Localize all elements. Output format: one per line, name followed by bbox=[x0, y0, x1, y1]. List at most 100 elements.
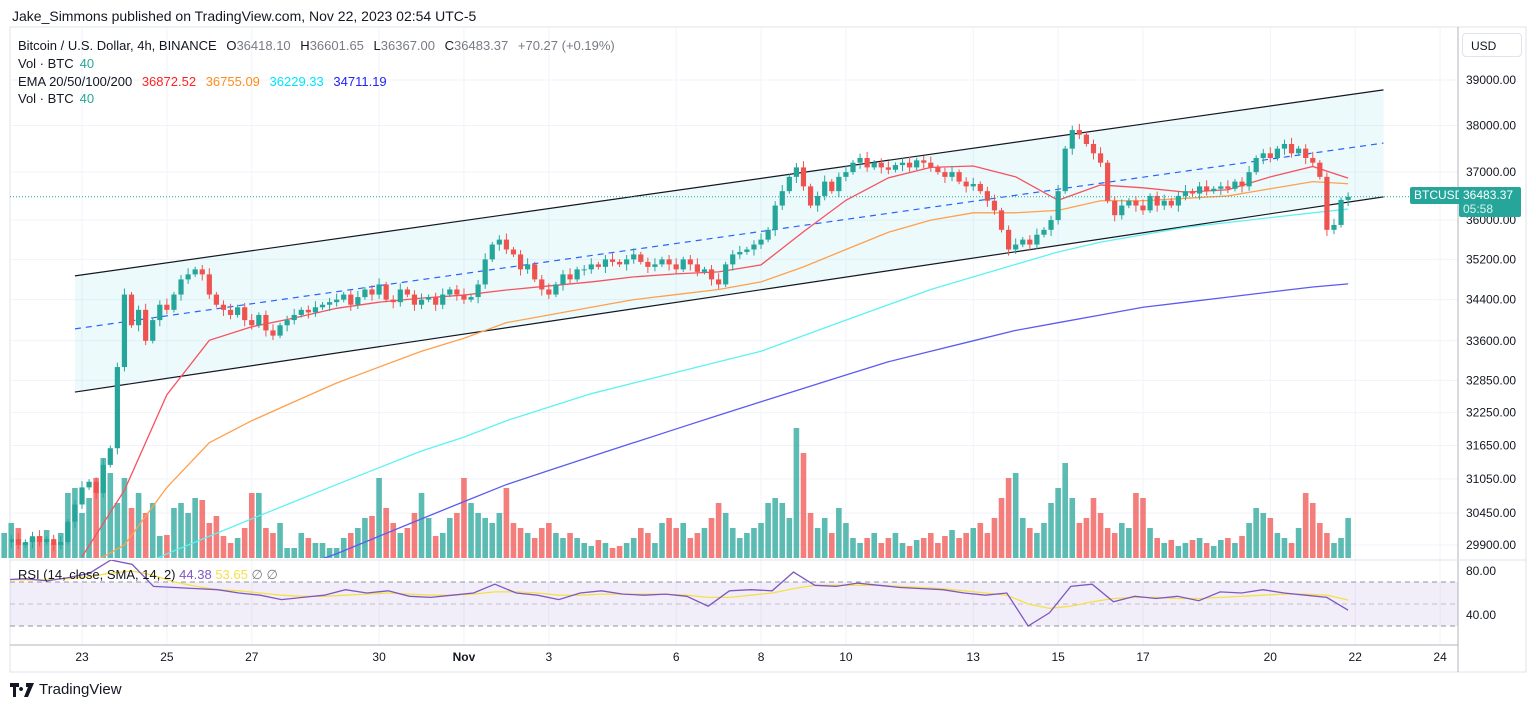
candle-body bbox=[433, 297, 439, 305]
candle-body bbox=[1034, 234, 1040, 245]
candle-body bbox=[1182, 191, 1189, 196]
volume-bar bbox=[517, 528, 524, 558]
price-tick-label: 30450.00 bbox=[1466, 506, 1516, 520]
volume-value: 40 bbox=[79, 91, 95, 106]
candle-body bbox=[65, 521, 71, 543]
volume-bar bbox=[956, 538, 962, 558]
volume-label: Vol · BTC bbox=[18, 91, 74, 106]
time-tick-label: Nov bbox=[453, 650, 476, 664]
volume-bar bbox=[1005, 478, 1012, 558]
candle-body bbox=[15, 539, 21, 545]
candle-body bbox=[1288, 143, 1295, 154]
candle-body bbox=[970, 183, 976, 187]
volume-bar bbox=[630, 538, 637, 558]
volume-bar bbox=[1111, 533, 1118, 558]
price-tick-label: 33600.00 bbox=[1466, 334, 1516, 348]
volume-bar bbox=[645, 533, 651, 558]
volume-bar bbox=[439, 533, 446, 558]
volume-bar bbox=[659, 523, 665, 558]
candle-body bbox=[1119, 205, 1125, 216]
candle-body bbox=[319, 304, 326, 308]
candle-body bbox=[602, 259, 609, 267]
candle-body bbox=[1253, 157, 1259, 173]
candle-body bbox=[737, 251, 743, 255]
volume-bar bbox=[984, 533, 991, 558]
candle-body bbox=[496, 239, 502, 245]
volume-bar bbox=[86, 498, 92, 558]
candle-body bbox=[652, 264, 658, 267]
time-tick-label: 30 bbox=[372, 650, 386, 664]
volume-bar bbox=[1317, 523, 1323, 558]
volume-legend-2[interactable]: Vol · BTC 40 bbox=[18, 91, 100, 106]
symbol-title: Bitcoin / U.S. Dollar, 4h, BINANCE bbox=[18, 38, 217, 53]
rsi-tick-label: 80.00 bbox=[1466, 564, 1496, 578]
candle-body bbox=[1267, 153, 1273, 158]
candle-body bbox=[171, 294, 177, 310]
candle-body bbox=[553, 284, 559, 295]
candle-body bbox=[1154, 195, 1160, 206]
candle-body bbox=[567, 274, 573, 280]
candle-body bbox=[885, 167, 891, 170]
volume-bar bbox=[708, 518, 715, 558]
volume-bar bbox=[524, 533, 531, 558]
ohlc-high: H36601.65 bbox=[300, 38, 364, 53]
volume-bar bbox=[637, 528, 644, 558]
candle-body bbox=[79, 487, 85, 505]
volume-bar bbox=[1338, 538, 1344, 558]
volume-bar bbox=[482, 518, 488, 558]
volume-bar bbox=[694, 533, 701, 558]
candle-body bbox=[235, 307, 241, 315]
candle-body bbox=[1013, 244, 1019, 250]
volume-bar bbox=[673, 528, 679, 558]
rsi-legend[interactable]: RSI (14, close, SMA, 14, 2) 44.38 53.65 … bbox=[18, 567, 278, 583]
candle-body bbox=[1260, 153, 1266, 158]
ema-legend[interactable]: EMA 20/50/100/200 36872.52 36755.09 3622… bbox=[18, 74, 393, 89]
volume-bar bbox=[1140, 498, 1146, 558]
tradingview-logo[interactable]: TradingView bbox=[10, 681, 122, 698]
volume-bar bbox=[326, 548, 333, 558]
volume-bar bbox=[22, 543, 29, 558]
volume-bar bbox=[977, 523, 984, 558]
candle-body bbox=[1204, 186, 1210, 192]
volume-bar bbox=[107, 473, 114, 558]
price-tick-label: 31650.00 bbox=[1466, 438, 1516, 452]
volume-bar bbox=[192, 498, 198, 558]
volume-bar bbox=[666, 518, 672, 558]
volume-bar bbox=[1, 533, 7, 558]
candle-body bbox=[1105, 162, 1111, 201]
candle-body bbox=[963, 181, 969, 187]
volume-bar bbox=[609, 548, 616, 558]
candle-body bbox=[730, 254, 736, 265]
candle-body bbox=[418, 299, 425, 305]
volume-bar bbox=[892, 533, 899, 558]
ohlc-open: O36418.10 bbox=[226, 38, 291, 53]
candle-body bbox=[1069, 130, 1075, 149]
candle-body bbox=[843, 172, 849, 177]
volume-bar bbox=[560, 538, 566, 558]
volume-bar bbox=[602, 543, 609, 558]
volume-bar bbox=[468, 503, 474, 558]
candle-body bbox=[178, 279, 184, 295]
volume-bar bbox=[864, 538, 870, 558]
volume-bar bbox=[1104, 528, 1111, 558]
volume-bar bbox=[1126, 528, 1132, 558]
currency-button[interactable]: USD bbox=[1462, 33, 1522, 57]
volume-bar bbox=[1274, 533, 1281, 558]
time-tick-label: 17 bbox=[1136, 650, 1150, 664]
candle-body bbox=[815, 195, 821, 206]
candle-body bbox=[93, 481, 99, 494]
candle-body bbox=[29, 536, 36, 543]
time-tick-label: 15 bbox=[1051, 650, 1065, 664]
volume-legend[interactable]: Vol · BTC 40 bbox=[18, 56, 100, 71]
channel-fill bbox=[74, 89, 1384, 393]
ohlc-low: L36367.00 bbox=[373, 38, 436, 53]
volume-bar bbox=[461, 478, 467, 558]
volume-bar bbox=[800, 453, 807, 558]
candle-body bbox=[503, 239, 509, 250]
candle-body bbox=[1225, 186, 1231, 189]
candle-body bbox=[348, 294, 354, 305]
candle-body bbox=[1196, 186, 1203, 194]
candle-body bbox=[1055, 191, 1061, 221]
candle-body bbox=[312, 307, 319, 313]
